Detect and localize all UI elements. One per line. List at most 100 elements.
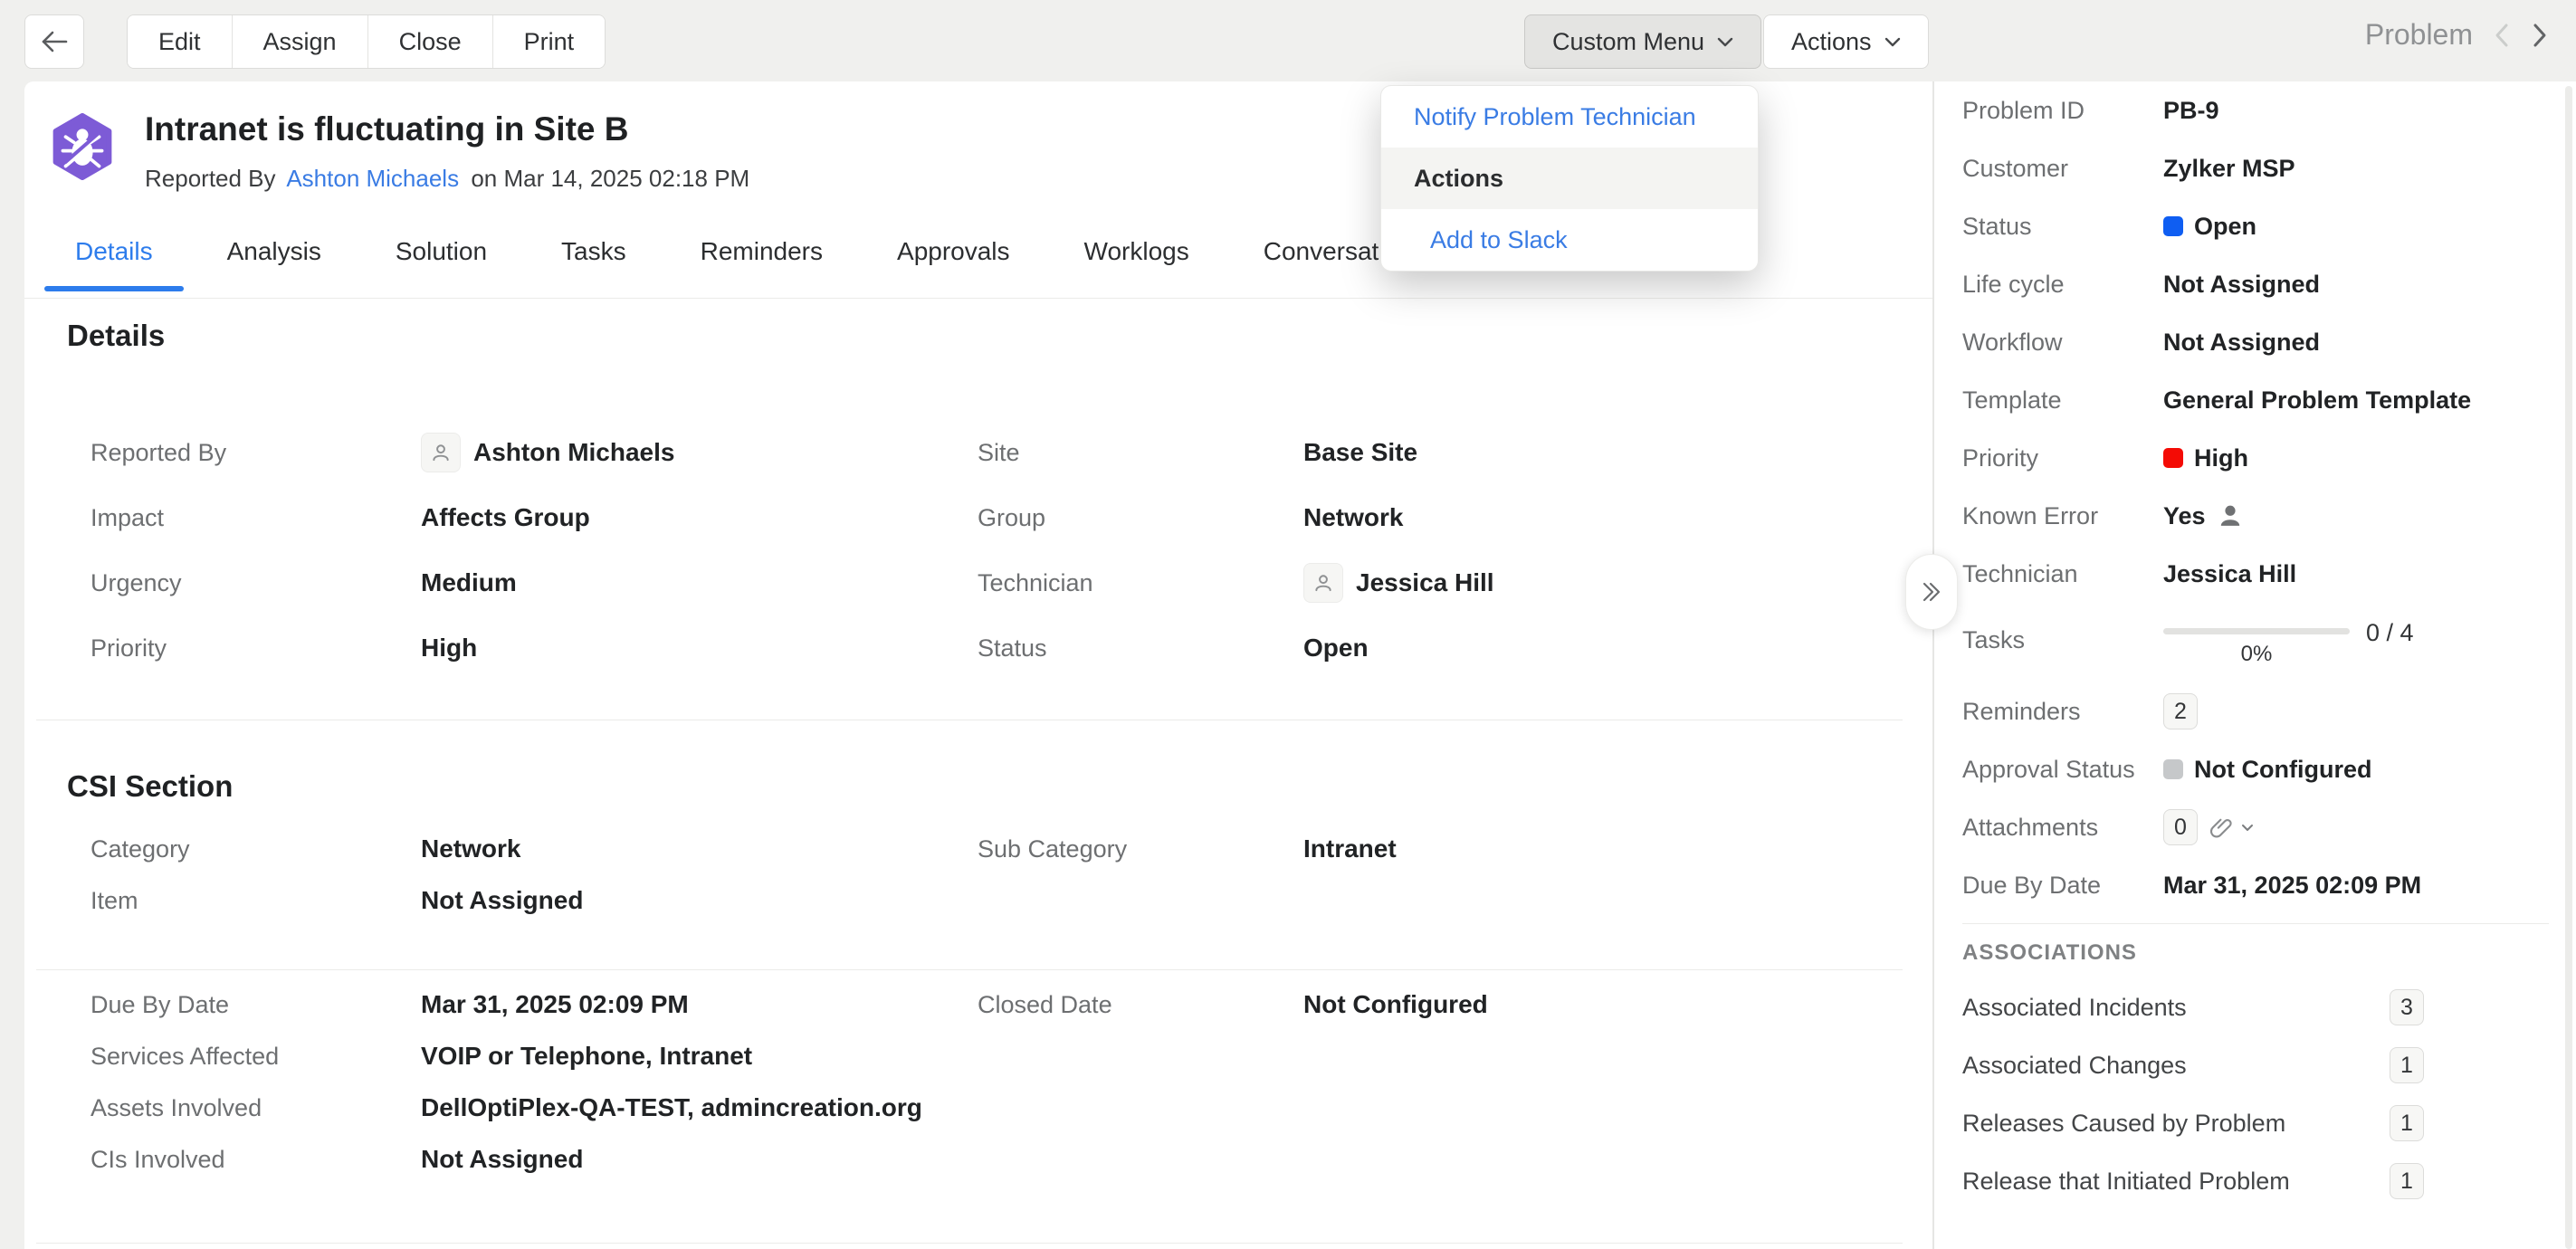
workflow-value: Not Assigned	[2163, 328, 2321, 356]
sidebar-row-tasks: Tasks 0% 0 / 4	[1962, 612, 2560, 673]
next-record-icon[interactable]	[2531, 22, 2549, 49]
assign-button[interactable]: Assign	[231, 15, 367, 68]
releases-caused-count[interactable]: 1	[2390, 1105, 2424, 1141]
sidebar-label: Life cycle	[1962, 270, 2065, 298]
association-row-incidents[interactable]: Associated Incidents 3	[1962, 989, 2424, 1025]
actions-label: Actions	[1791, 27, 1872, 55]
field-label: Item	[91, 886, 138, 914]
sidebar-row-due-by-date: Due By Date Mar 31, 2025 02:09 PM	[1962, 865, 2560, 905]
status-value: Open	[1303, 634, 1369, 662]
sidebar-label: Priority	[1962, 443, 2039, 472]
field-label: Due By Date	[91, 990, 230, 1018]
back-button[interactable]	[24, 14, 84, 69]
technician-name: Jessica Hill	[1356, 568, 1494, 596]
menu-group-actions: Actions	[1381, 148, 1758, 209]
chevron-down-icon	[1717, 37, 1733, 46]
priority-value: High	[2163, 444, 2248, 472]
tab-approvals[interactable]: Approvals	[897, 237, 1010, 265]
cis-involved-value: Not Assigned	[421, 1145, 584, 1173]
field-label: Priority	[91, 634, 167, 662]
chevron-down-icon[interactable]	[2241, 824, 2254, 832]
actions-button[interactable]: Actions	[1763, 14, 1929, 69]
association-label: Releases Caused by Problem	[1962, 1109, 2286, 1137]
technician-value: Jessica Hill	[2163, 559, 2297, 587]
sidebar-scrollbar[interactable]	[2565, 86, 2572, 1249]
entity-type-label: Problem	[2364, 18, 2473, 51]
sidebar-divider	[1932, 81, 1934, 1249]
services-affected-value: VOIP or Telephone, Intranet	[421, 1042, 753, 1070]
tab-worklogs[interactable]: Worklogs	[1083, 237, 1189, 265]
association-row-changes[interactable]: Associated Changes 1	[1962, 1047, 2424, 1083]
csi-section-heading: CSI Section	[67, 769, 234, 803]
field-label: Impact	[91, 503, 165, 531]
associations-divider	[1962, 923, 2549, 924]
associated-changes-count[interactable]: 1	[2390, 1047, 2424, 1083]
due-by-date-value: Mar 31, 2025 02:09 PM	[2163, 871, 2422, 899]
associated-incidents-count[interactable]: 3	[2390, 989, 2424, 1025]
reported-by-name: Ashton Michaels	[473, 438, 675, 466]
known-error-person-icon[interactable]	[2217, 502, 2244, 529]
priority-swatch	[2163, 448, 2183, 468]
attachments-count-badge[interactable]: 0	[2163, 809, 2198, 845]
sidebar-row-customer: Customer Zylker MSP	[1962, 148, 2560, 188]
section-divider	[36, 969, 1903, 970]
category-value: Network	[421, 834, 521, 863]
menu-item-add-to-slack[interactable]: Add to Slack	[1430, 225, 1568, 253]
field-label: Services Affected	[91, 1042, 280, 1070]
sidebar-row-status: Status Open	[1962, 206, 2560, 246]
field-label: Sub Category	[978, 834, 1128, 863]
association-row-release-initiated[interactable]: Release that Initiated Problem 1	[1962, 1163, 2424, 1199]
sidebar-label: Problem ID	[1962, 96, 2085, 124]
paperclip-icon[interactable]	[2210, 815, 2234, 839]
status-text: Open	[2194, 212, 2257, 240]
sidebar-label: Workflow	[1962, 328, 2063, 356]
reported-by-prefix: Reported By	[145, 165, 276, 192]
tab-tasks[interactable]: Tasks	[561, 237, 626, 265]
reminders-count-badge[interactable]: 2	[2163, 693, 2198, 729]
tab-details[interactable]: Details	[44, 237, 184, 291]
tab-reminders[interactable]: Reminders	[700, 237, 824, 265]
tab-bar: Details Analysis Solution Tasks Reminder…	[44, 237, 1426, 291]
sidebar-label: Customer	[1962, 154, 2069, 182]
association-label: Associated Changes	[1962, 1051, 2187, 1079]
tab-analysis[interactable]: Analysis	[226, 237, 321, 265]
previous-record-icon[interactable]	[2493, 22, 2511, 49]
approval-status-swatch	[2163, 759, 2183, 779]
reporter-link[interactable]: Ashton Michaels	[286, 165, 460, 192]
status-swatch	[2163, 216, 2183, 236]
custom-menu-label: Custom Menu	[1552, 27, 1705, 55]
print-button[interactable]: Print	[491, 15, 606, 68]
life-cycle-value: Not Assigned	[2163, 270, 2321, 298]
release-initiated-count[interactable]: 1	[2390, 1163, 2424, 1199]
association-row-releases-caused[interactable]: Releases Caused by Problem 1	[1962, 1105, 2424, 1141]
tasks-percent: 0%	[2240, 642, 2273, 666]
item-value: Not Assigned	[421, 886, 584, 914]
problem-bug-icon	[52, 113, 112, 180]
tab-solution[interactable]: Solution	[395, 237, 488, 265]
urgency-value: Medium	[421, 568, 517, 596]
tab-bar-border	[24, 298, 1932, 299]
technician-value: Jessica Hill	[1303, 563, 1494, 603]
menu-item-notify-problem-technician[interactable]: Notify Problem Technician	[1414, 102, 1696, 130]
properties-sidebar: Problem ID PB-9 Customer Zylker MSP Stat…	[1962, 91, 2560, 1221]
custom-menu-dropdown: Notify Problem Technician Actions Add to…	[1380, 85, 1759, 272]
details-field-grid: Reported By Ashton Michaels Site Base Si…	[91, 433, 1494, 663]
record-action-button-group: Edit Assign Close Print	[127, 14, 606, 69]
group-value: Network	[1303, 503, 1404, 531]
problem-content-card	[24, 81, 2576, 1249]
sidebar-row-attachments: Attachments 0	[1962, 807, 2560, 847]
custom-menu-button[interactable]: Custom Menu	[1524, 14, 1762, 69]
sidebar-collapse-button[interactable]	[1905, 554, 1958, 630]
sidebar-label: Tasks	[1962, 626, 2026, 653]
known-error-value: Yes	[2163, 502, 2244, 530]
sidebar-label: Template	[1962, 386, 2062, 414]
status-value: Open	[2163, 213, 2256, 241]
edit-button[interactable]: Edit	[128, 15, 232, 68]
assets-involved-value: DellOptiPlex-QA-TEST, admincreation.org	[421, 1093, 922, 1121]
due-by-date-value: Mar 31, 2025 02:09 PM	[421, 990, 689, 1018]
close-button[interactable]: Close	[367, 15, 492, 68]
person-icon	[421, 433, 461, 472]
approval-status-value: Not Configured	[2163, 756, 2371, 784]
template-value: General Problem Template	[2163, 386, 2472, 414]
